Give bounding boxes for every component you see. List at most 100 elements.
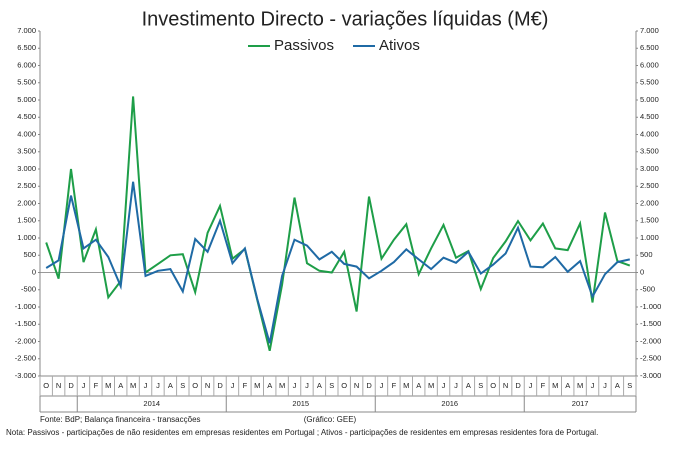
x-tick-label: J — [603, 381, 607, 390]
y-tick-label: -1.000 — [15, 302, 36, 311]
y-tick-label: 4.500 — [17, 112, 36, 121]
x-tick-label: A — [615, 381, 620, 390]
x-tick-label: M — [279, 381, 285, 390]
x-tick-label: N — [205, 381, 210, 390]
y-tick-label: 1.500 — [17, 216, 36, 225]
x-tick-label: A — [466, 381, 471, 390]
y2-tick-label: -3.000 — [640, 371, 661, 380]
x-tick-label: F — [392, 381, 397, 390]
x-tick-label: M — [105, 381, 111, 390]
y2-tick-label: 500 — [640, 250, 653, 259]
x-tick-label: D — [217, 381, 223, 390]
y-tick-label: 6.500 — [17, 43, 36, 52]
series-line — [45, 96, 631, 352]
y2-tick-label: -1.500 — [640, 319, 661, 328]
x-tick-label: M — [403, 381, 409, 390]
y-tick-label: 3.000 — [17, 164, 36, 173]
year-label: 2014 — [143, 399, 160, 408]
chart-title: Investimento Directo - variações líquida… — [142, 8, 549, 30]
x-tick-label: M — [130, 381, 136, 390]
y-tick-label: 1.000 — [17, 233, 36, 242]
y-tick-label: 6.000 — [17, 60, 36, 69]
x-tick-label: D — [366, 381, 372, 390]
y-tick-label: -2.000 — [15, 336, 36, 345]
x-tick-label: S — [627, 381, 632, 390]
x-tick-label: A — [168, 381, 173, 390]
x-tick-label: S — [180, 381, 185, 390]
y-tick-label: 5.500 — [17, 78, 36, 87]
y-tick-label: -3.000 — [15, 371, 36, 380]
x-tick-label: A — [416, 381, 421, 390]
x-tick-label: N — [503, 381, 508, 390]
y-tick-label: 3.500 — [17, 147, 36, 156]
note: Nota: Passivos - participações de não re… — [6, 428, 598, 437]
y2-tick-label: 6.000 — [640, 60, 659, 69]
y-tick-label: 0 — [32, 267, 36, 276]
series-line — [45, 181, 631, 344]
y2-tick-label: -2.000 — [640, 336, 661, 345]
y2-tick-label: 2.000 — [640, 198, 659, 207]
x-tick-label: J — [380, 381, 384, 390]
x-tick-label: A — [118, 381, 123, 390]
x-tick-label: O — [192, 381, 198, 390]
x-tick-label: O — [490, 381, 496, 390]
x-tick-label: A — [317, 381, 322, 390]
x-tick-label: N — [56, 381, 61, 390]
y2-tick-label: 3.000 — [640, 164, 659, 173]
y2-tick-label: 4.000 — [640, 129, 659, 138]
x-tick-label: A — [565, 381, 570, 390]
x-tick-label: M — [428, 381, 434, 390]
y-tick-label: 500 — [23, 250, 36, 259]
x-tick-label: J — [591, 381, 595, 390]
legend-label: Ativos — [379, 37, 420, 54]
x-tick-label: M — [254, 381, 260, 390]
x-tick-label: J — [82, 381, 86, 390]
y2-tick-label: 3.500 — [640, 147, 659, 156]
y2-tick-label: 0 — [640, 267, 644, 276]
year-label: 2015 — [292, 399, 309, 408]
x-tick-label: M — [577, 381, 583, 390]
y2-tick-label: -500 — [640, 285, 655, 294]
x-tick-label: J — [442, 381, 446, 390]
y2-tick-label: 1.500 — [640, 216, 659, 225]
y-tick-label: -1.500 — [15, 319, 36, 328]
y-tick-label: 4.000 — [17, 129, 36, 138]
x-tick-label: M — [552, 381, 558, 390]
y2-tick-label: 6.500 — [640, 43, 659, 52]
x-tick-label: J — [529, 381, 533, 390]
x-tick-label: J — [231, 381, 235, 390]
y-tick-label: 2.000 — [17, 198, 36, 207]
x-tick-label: J — [156, 381, 160, 390]
x-tick-label: O — [43, 381, 49, 390]
y2-tick-label: 5.000 — [640, 95, 659, 104]
y2-tick-label: 1.000 — [640, 233, 659, 242]
x-tick-label: J — [293, 381, 297, 390]
legend-label: Passivos — [274, 37, 334, 54]
x-tick-label: J — [305, 381, 309, 390]
x-tick-label: D — [68, 381, 74, 390]
y2-tick-label: 7.000 — [640, 26, 659, 35]
x-tick-label: J — [454, 381, 458, 390]
source: Fonte: BdP; Balança financeira - transac… — [40, 415, 201, 424]
x-tick-label: D — [515, 381, 521, 390]
x-tick-label: A — [267, 381, 272, 390]
x-tick-label: S — [329, 381, 334, 390]
y-tick-label: 2.500 — [17, 181, 36, 190]
y-tick-label: 5.000 — [17, 95, 36, 104]
y-tick-label: -2.500 — [15, 354, 36, 363]
x-tick-label: N — [354, 381, 359, 390]
x-tick-label: S — [478, 381, 483, 390]
y2-tick-label: 5.500 — [640, 78, 659, 87]
credit: (Gráfico: GEE) — [304, 415, 357, 424]
y2-tick-label: -1.000 — [640, 302, 661, 311]
y2-tick-label: 2.500 — [640, 181, 659, 190]
y-tick-label: -500 — [21, 285, 36, 294]
x-tick-label: O — [341, 381, 347, 390]
year-label: 2016 — [441, 399, 458, 408]
x-tick-label: F — [243, 381, 248, 390]
x-tick-label: F — [94, 381, 99, 390]
y2-tick-label: 4.500 — [640, 112, 659, 121]
x-tick-label: J — [144, 381, 148, 390]
x-tick-label: F — [541, 381, 546, 390]
